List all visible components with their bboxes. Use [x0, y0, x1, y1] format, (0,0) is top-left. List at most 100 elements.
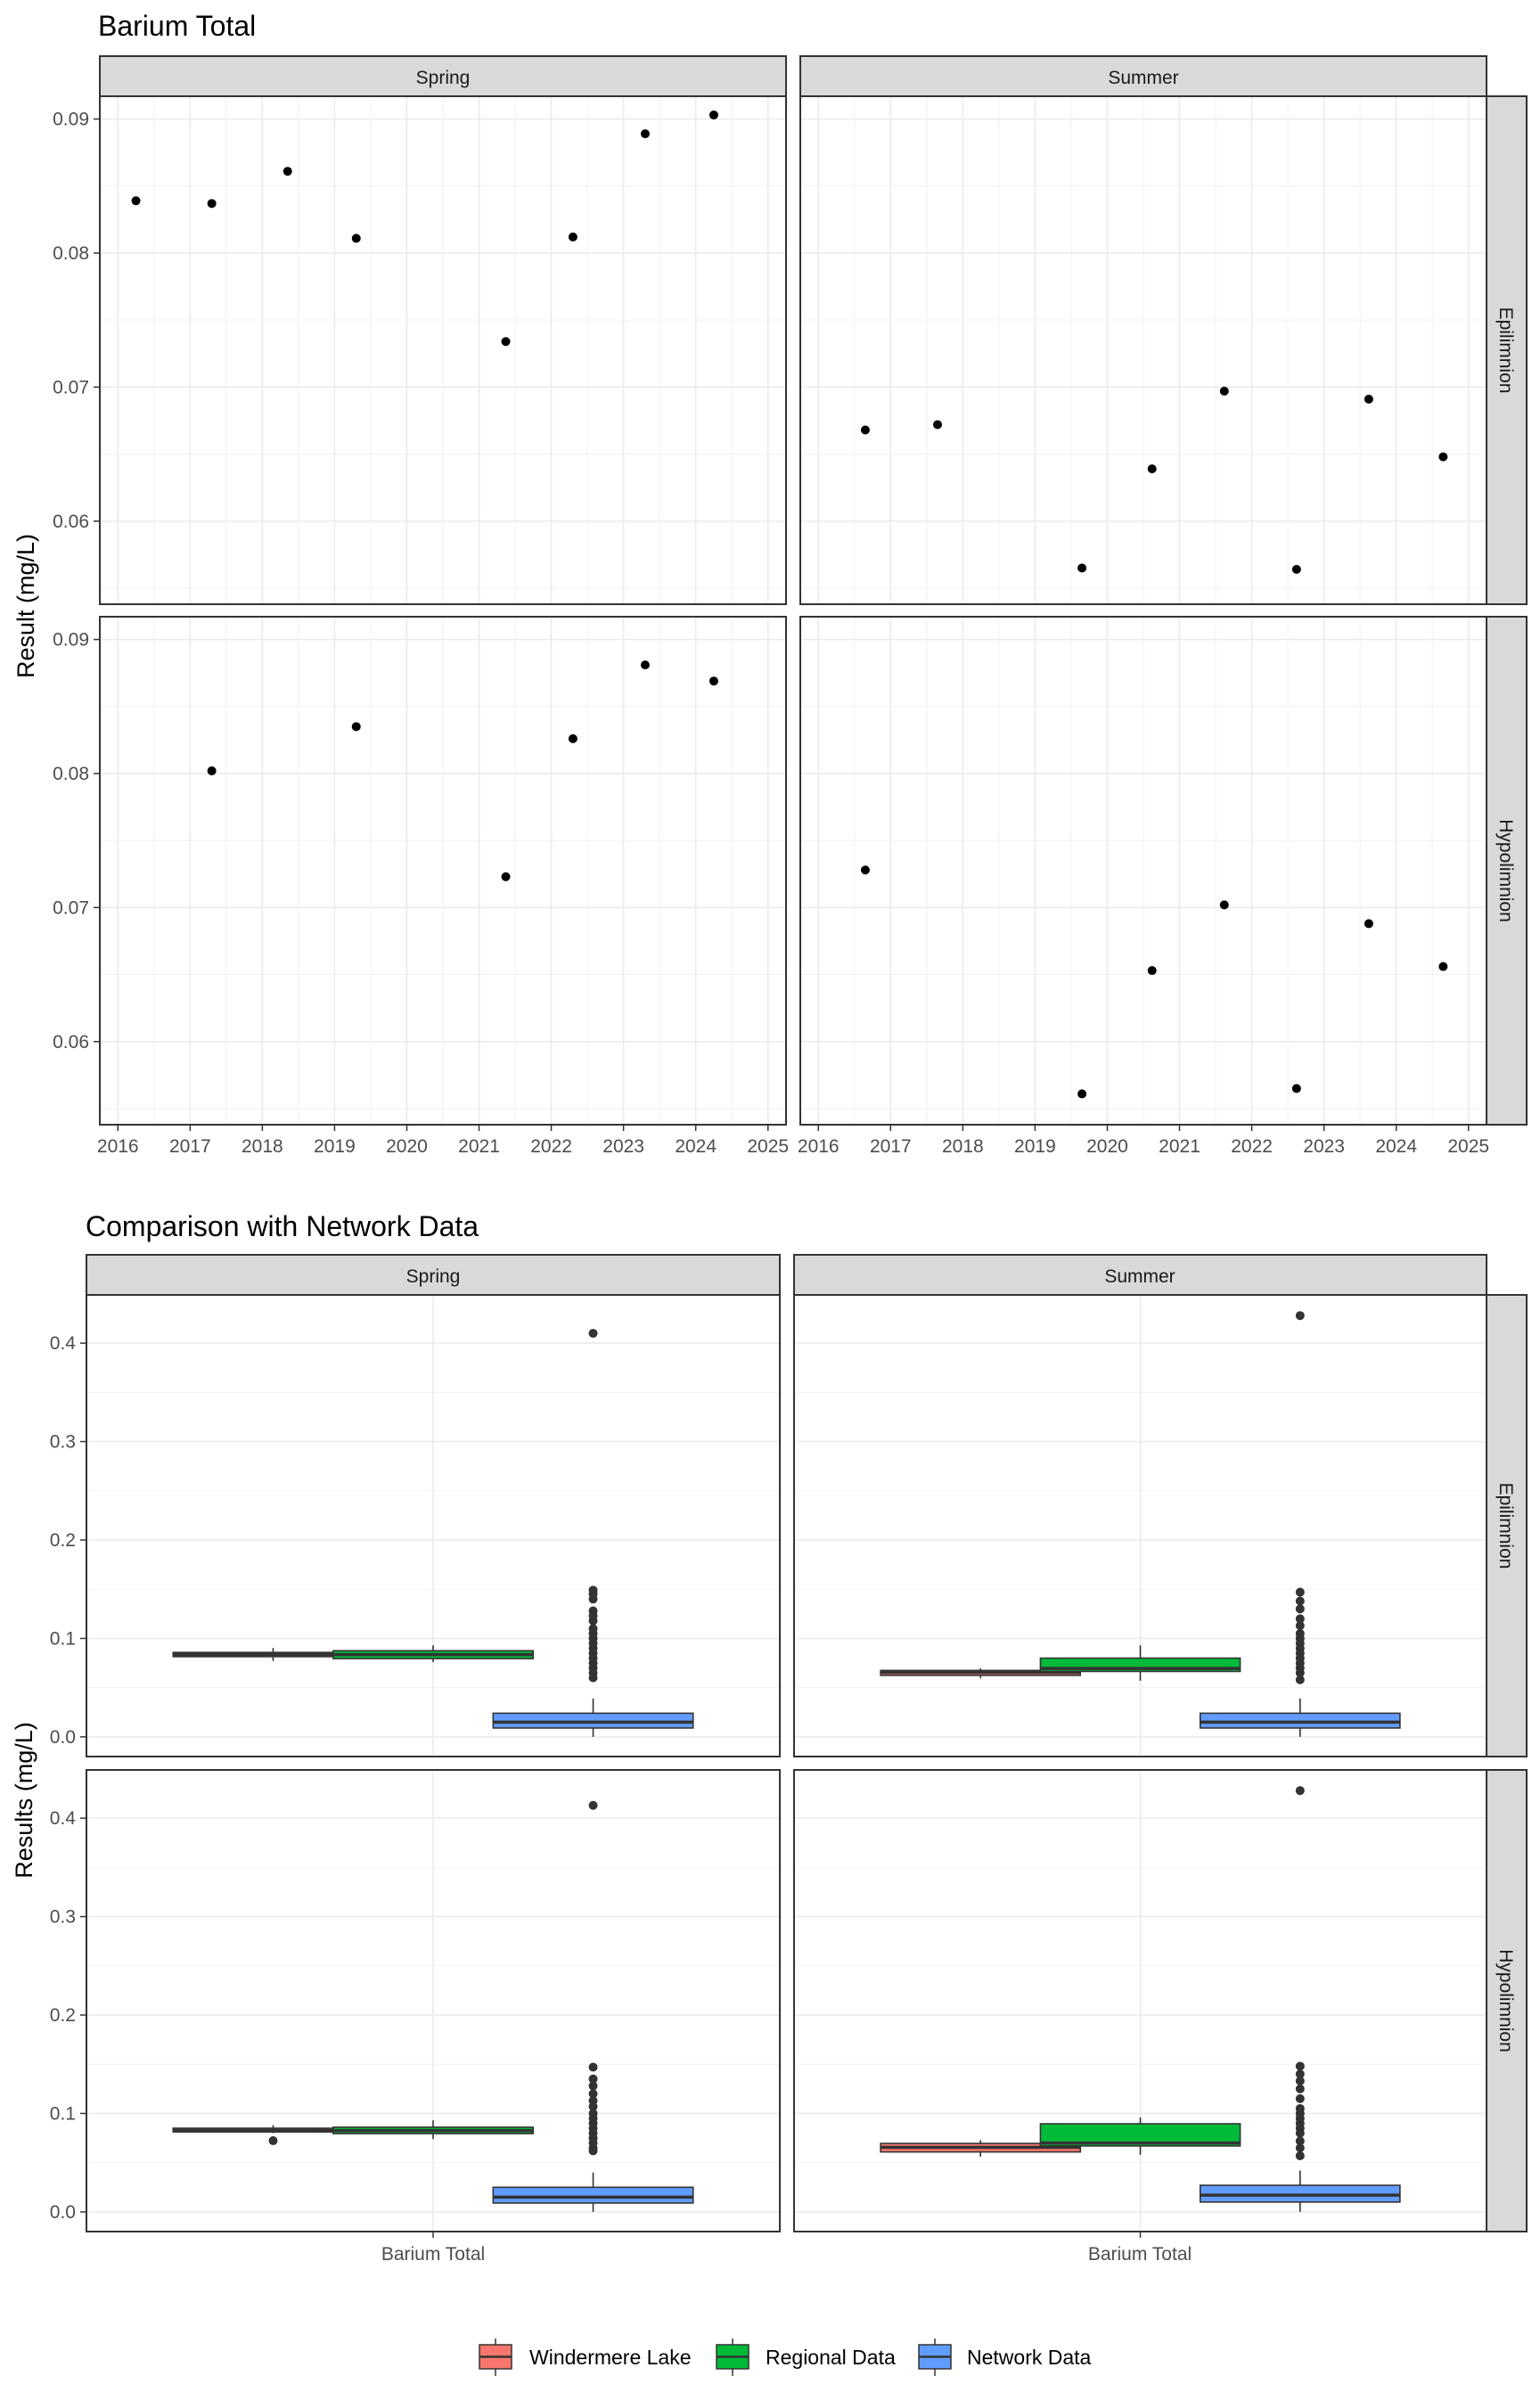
- scatter-point: [1219, 386, 1229, 396]
- outlier-point: [588, 2146, 598, 2156]
- chart2-strip-label-hypolimnion: Hypolimnion: [1495, 1949, 1516, 2052]
- scatter-point: [1438, 452, 1448, 462]
- chart2-y-axis-title: Results (mg/L): [11, 1722, 37, 1879]
- scatter-point: [1077, 563, 1087, 573]
- chart1-x-tick-label: 2025: [747, 1136, 789, 1157]
- scatter-point: [568, 232, 578, 242]
- chart2-y-tick-label: 0.1: [50, 2103, 76, 2124]
- chart1-strip-label-epilimnion: Epilimnion: [1495, 307, 1516, 394]
- chart2-strip-label-summer: Summer: [1104, 1266, 1175, 1287]
- chart1-x-tick-label: 2022: [530, 1136, 572, 1157]
- outlier-point: [1295, 1596, 1305, 1606]
- chart1-strip-spring: Spring: [99, 55, 787, 97]
- scatter-point: [1077, 1089, 1087, 1099]
- outlier-point: [1295, 1614, 1305, 1624]
- outlier-point: [1295, 2069, 1305, 2079]
- chart1-x-tick-label: 2016: [798, 1136, 840, 1157]
- scatter-point: [709, 676, 718, 686]
- box: [492, 2186, 694, 2204]
- outlier-point: [588, 2081, 598, 2091]
- legend: Windermere Lake Regional Data Network Da…: [479, 2339, 1092, 2376]
- scatter-point: [860, 425, 870, 435]
- chart1-y-tick-label: 0.06: [53, 1032, 89, 1053]
- chart1-title: Barium Total: [98, 10, 256, 42]
- outlier-point: [588, 2101, 598, 2111]
- boxplot-network-data: [492, 1329, 694, 1737]
- chart2-panel-summer-hypolimnion: [793, 1769, 1487, 2232]
- chart2-y-tick-label: 0.2: [50, 1530, 76, 1551]
- scatter-point: [1364, 919, 1373, 929]
- chart1-strip-label-spring: Spring: [416, 68, 471, 88]
- scatter-point: [1291, 564, 1301, 574]
- boxplot-network-data: [1199, 1786, 1401, 2212]
- legend-item-regional-data: Regional Data: [716, 2339, 896, 2376]
- chart1-y-tick-label: 0.09: [53, 630, 89, 651]
- chart2-panels: 0.0 0.1 0.2 0.3 0.4 0.0 0.1 0.2 0.3 0.4: [50, 1294, 1487, 2238]
- chart1-panel-summer-epilimnion: [799, 95, 1487, 605]
- chart2-strip-hypolimnion: Hypolimnion: [1486, 1769, 1528, 2232]
- boxplot-windermere-lake: [880, 2140, 1082, 2157]
- chart1-x-tick-label: 2024: [675, 1136, 717, 1157]
- legend-item-windermere-lake: Windermere Lake: [479, 2339, 692, 2376]
- chart1-panel-summer-hypolimnion: [799, 616, 1487, 1126]
- scatter-point: [860, 865, 870, 875]
- boxplot-regional-data: [332, 2120, 535, 2140]
- chart1-x-tick-label: 2020: [386, 1136, 428, 1157]
- chart1-x-tick-label: 2024: [1375, 1136, 1417, 1157]
- chart2-title: Comparison with Network Data: [86, 1210, 479, 1242]
- chart1-x-tick-label: 2020: [1086, 1136, 1128, 1157]
- scatter-point: [1147, 464, 1157, 474]
- outlier-point: [1295, 1668, 1305, 1678]
- scatter-point: [1364, 394, 1373, 404]
- chart1-y-tick-label: 0.08: [53, 243, 89, 264]
- chart1-strip-epilimnion: Epilimnion: [1486, 95, 1528, 605]
- scatter-point: [640, 660, 650, 670]
- chart2-y-tick-label: 0.2: [50, 2005, 76, 2026]
- outlier-point: [1295, 1587, 1305, 1597]
- legend-label-windermere-lake: Windermere Lake: [529, 2346, 692, 2369]
- chart2-y-tick-label: 0.1: [50, 1628, 76, 1649]
- scatter-point: [568, 733, 578, 743]
- chart2-strip-summer: Summer: [793, 1254, 1487, 1296]
- chart1-strip-summer: Summer: [799, 55, 1487, 97]
- chart1-strip-label-summer: Summer: [1108, 68, 1178, 88]
- scatter-point: [1147, 966, 1157, 976]
- outlier-point: [268, 2136, 278, 2146]
- outlier-point: [1295, 2076, 1305, 2086]
- chart1-y-tick-label: 0.07: [53, 377, 89, 397]
- boxplot-network-data: [492, 1800, 694, 2212]
- legend-item-network-data: Network Data: [918, 2339, 1092, 2376]
- chart1-strip-hypolimnion: Hypolimnion: [1486, 616, 1528, 1126]
- chart2-panel-summer-epilimnion: [793, 1294, 1487, 1757]
- legend-label-network-data: Network Data: [967, 2346, 1092, 2369]
- scatter-point: [1291, 1084, 1301, 1094]
- chart2-y-tick-label: 0.4: [50, 1333, 77, 1354]
- outlier-point: [588, 1329, 598, 1339]
- chart1-x-tick-label: 2018: [942, 1136, 984, 1157]
- chart1-x-tick-label: 2021: [1159, 1136, 1200, 1157]
- boxplot-regional-data: [332, 1645, 535, 1662]
- chart1-x-tick-label: 2016: [97, 1136, 139, 1157]
- outlier-point: [1295, 2136, 1305, 2146]
- chart1-x-tick-label: 2023: [1303, 1136, 1345, 1157]
- outlier-point: [588, 2062, 598, 2072]
- chart1-x-tick-label: 2019: [1014, 1136, 1056, 1157]
- scatter-point: [1438, 962, 1448, 971]
- outlier-point: [1295, 2084, 1305, 2093]
- scatter-point: [501, 872, 511, 881]
- chart1-x-tick-label: 2025: [1447, 1136, 1489, 1157]
- scatter-point: [207, 766, 217, 775]
- scatter-point: [501, 337, 511, 347]
- chart2-strip-epilimnion: Epilimnion: [1486, 1294, 1528, 1757]
- chart2-y-tick-label: 0.0: [50, 2202, 76, 2223]
- chart1-x-tick-label: 2022: [1231, 1136, 1273, 1157]
- scatter-point: [709, 111, 718, 120]
- chart1-x-tick-label: 2021: [458, 1136, 500, 1157]
- chart2-x-tick-label: Barium Total: [381, 2244, 485, 2265]
- chart1-y-axis-title: Result (mg/L): [12, 534, 39, 678]
- outlier-point: [588, 1673, 598, 1683]
- outlier-point: [1295, 2143, 1305, 2153]
- scatter-point: [207, 199, 217, 209]
- outlier-point: [1295, 2061, 1305, 2071]
- outlier-point: [1295, 1621, 1305, 1631]
